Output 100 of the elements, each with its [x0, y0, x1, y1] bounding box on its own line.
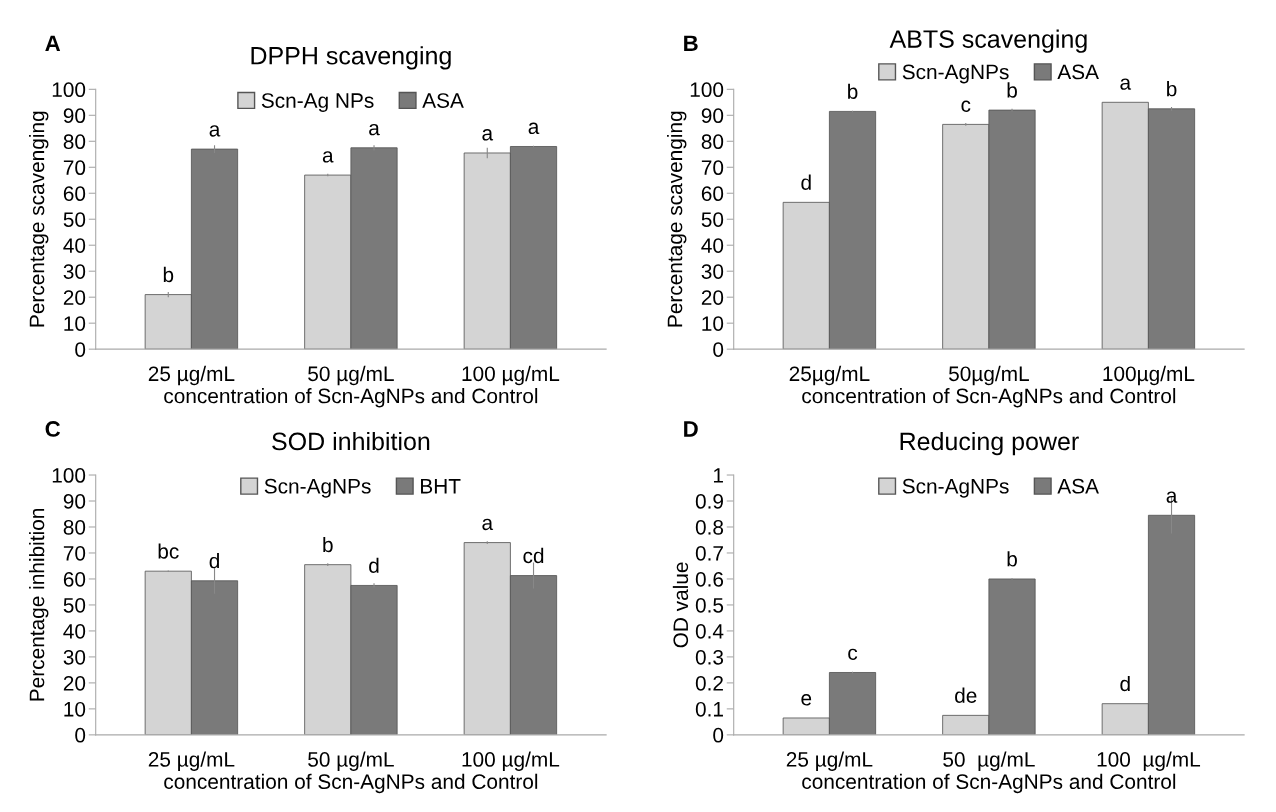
data-label: c — [961, 100, 971, 112]
y-tick-label: 0.3 — [695, 649, 724, 665]
data-label: a — [528, 122, 540, 135]
y-tick-label: 60 — [63, 186, 86, 202]
chart-title: SOD inhibition — [272, 431, 430, 451]
y-tick-label: 20 — [63, 675, 86, 691]
y-tick-label: 0.2 — [695, 675, 723, 691]
x-tick-label: 25 µg/mL — [148, 751, 235, 771]
data-label: a — [482, 518, 494, 531]
x-tick-label: 50 µg/mL — [308, 365, 394, 386]
data-label: cd — [523, 547, 544, 564]
y-tick-label: 10 — [702, 316, 724, 331]
data-label: a — [482, 129, 494, 141]
y-tick-label: 0.7 — [695, 545, 723, 561]
y-tick-label: 0.6 — [695, 571, 724, 587]
y-tick-label: 1 — [713, 468, 723, 483]
legend-label: Scn-AgNPs — [264, 478, 371, 498]
x-tick-label: 50µg/mL — [948, 365, 1029, 386]
x-tick-label: 50 µg/mL — [308, 751, 394, 771]
data-label: a — [1166, 491, 1178, 503]
text: B — [684, 35, 698, 51]
y-tick-label: 70 — [63, 160, 86, 176]
y-tick-label: 20 — [701, 290, 724, 305]
y-axis-title: Percentage scavenging — [667, 111, 687, 327]
data-label: de — [955, 687, 977, 703]
y-tick-label: 0.1 — [695, 701, 723, 717]
data-label: a — [209, 125, 221, 137]
y-tick-label: 0.5 — [695, 597, 724, 613]
legend-label: ASA — [1057, 64, 1099, 80]
y-axis-title: Percentage scavenging — [29, 111, 49, 327]
y-tick-label: 50 — [63, 597, 86, 613]
y-tick-label: 0 — [75, 727, 86, 743]
data-label: b — [323, 536, 333, 553]
data-label: d — [369, 557, 379, 573]
data-label: d — [1120, 675, 1130, 692]
data-label: a — [369, 123, 380, 136]
x-tick-label: 100 µg/mL — [462, 751, 560, 771]
data-label: a — [322, 151, 334, 163]
data-label: d — [801, 174, 811, 190]
x-axis-title: concentration of Scn-AgNPs and Control — [164, 388, 538, 408]
data-label: a — [1120, 78, 1132, 90]
y-tick-label: 80 — [63, 519, 86, 535]
y-tick-label: 40 — [63, 623, 86, 639]
x-tick-label: 25 µg/mL — [786, 751, 873, 771]
y-tick-label: 60 — [701, 186, 724, 202]
x-axis-title: concentration of Scn-AgNPs and Control — [802, 388, 1176, 408]
y-tick-label: 100 — [52, 468, 86, 483]
x-axis-title: concentration of Scn-AgNPs and Control — [164, 773, 538, 794]
y-tick-label: 30 — [63, 649, 86, 665]
legend-label: ASA — [1057, 478, 1099, 494]
y-tick-label: 0.4 — [695, 623, 724, 639]
y-tick-label: 0.9 — [695, 494, 723, 509]
legend-label: Scn-AgNPs — [902, 478, 1009, 498]
y-tick-label: 0.8 — [695, 519, 724, 535]
y-tick-label: 70 — [63, 545, 86, 561]
y-tick-label: 90 — [701, 108, 724, 124]
x-tick-label: 100µg/mL — [1103, 365, 1195, 386]
y-tick-label: 40 — [701, 238, 724, 253]
chart-title: DPPH scavenging — [251, 46, 451, 70]
y-tick-label: 40 — [63, 238, 86, 253]
data-label: d — [209, 553, 219, 569]
y-axis-title: Percentage inhibition — [29, 509, 49, 701]
legend-label: ASA — [422, 93, 464, 108]
chart-title: Reducing power — [900, 431, 1079, 456]
y-tick-label: 50 — [701, 212, 724, 227]
y-tick-label: 10 — [64, 701, 86, 717]
data-label: b — [1007, 551, 1017, 567]
y-axis-title: OD value — [672, 562, 689, 648]
data-label: b — [1007, 82, 1017, 98]
y-tick-label: 20 — [63, 290, 86, 305]
text: D — [684, 421, 698, 437]
x-tick-label: 100 µg/mL — [1097, 751, 1201, 771]
y-tick-label: 30 — [701, 264, 724, 279]
y-tick-label: 0 — [713, 727, 724, 743]
y-tick-label: 10 — [64, 316, 86, 331]
text: C — [45, 421, 61, 437]
legend-label: Scn-AgNPs — [902, 64, 1009, 84]
y-tick-label: 50 — [63, 212, 86, 227]
y-tick-label: 30 — [63, 264, 86, 279]
data-label: c — [848, 648, 858, 661]
legend-label: BHT — [421, 479, 461, 494]
legend-label: Scn-Ag NPs — [261, 93, 374, 113]
y-tick-label: 70 — [701, 160, 724, 176]
data-label: b — [163, 266, 174, 283]
x-tick-label: 25 µg/mL — [148, 365, 235, 386]
y-tick-label: 0 — [713, 342, 724, 357]
y-tick-label: 100 — [52, 82, 86, 98]
chart-title: ABTS scavenging — [889, 29, 1087, 53]
x-tick-label: 100 µg/mL — [462, 365, 560, 386]
data-label: b — [1167, 81, 1177, 97]
y-tick-label: 0 — [75, 342, 86, 357]
text: A — [45, 35, 61, 51]
x-tick-label: 50 µg/mL — [943, 751, 1035, 771]
data-label: b — [848, 83, 858, 99]
y-tick-label: 90 — [63, 494, 86, 509]
y-tick-label: 90 — [63, 108, 86, 124]
y-tick-label: 80 — [701, 134, 724, 150]
y-tick-label: 60 — [63, 571, 86, 587]
x-axis-title: concentration of Scn-AgNPs and Control — [802, 773, 1176, 794]
data-label: bc — [158, 543, 179, 559]
